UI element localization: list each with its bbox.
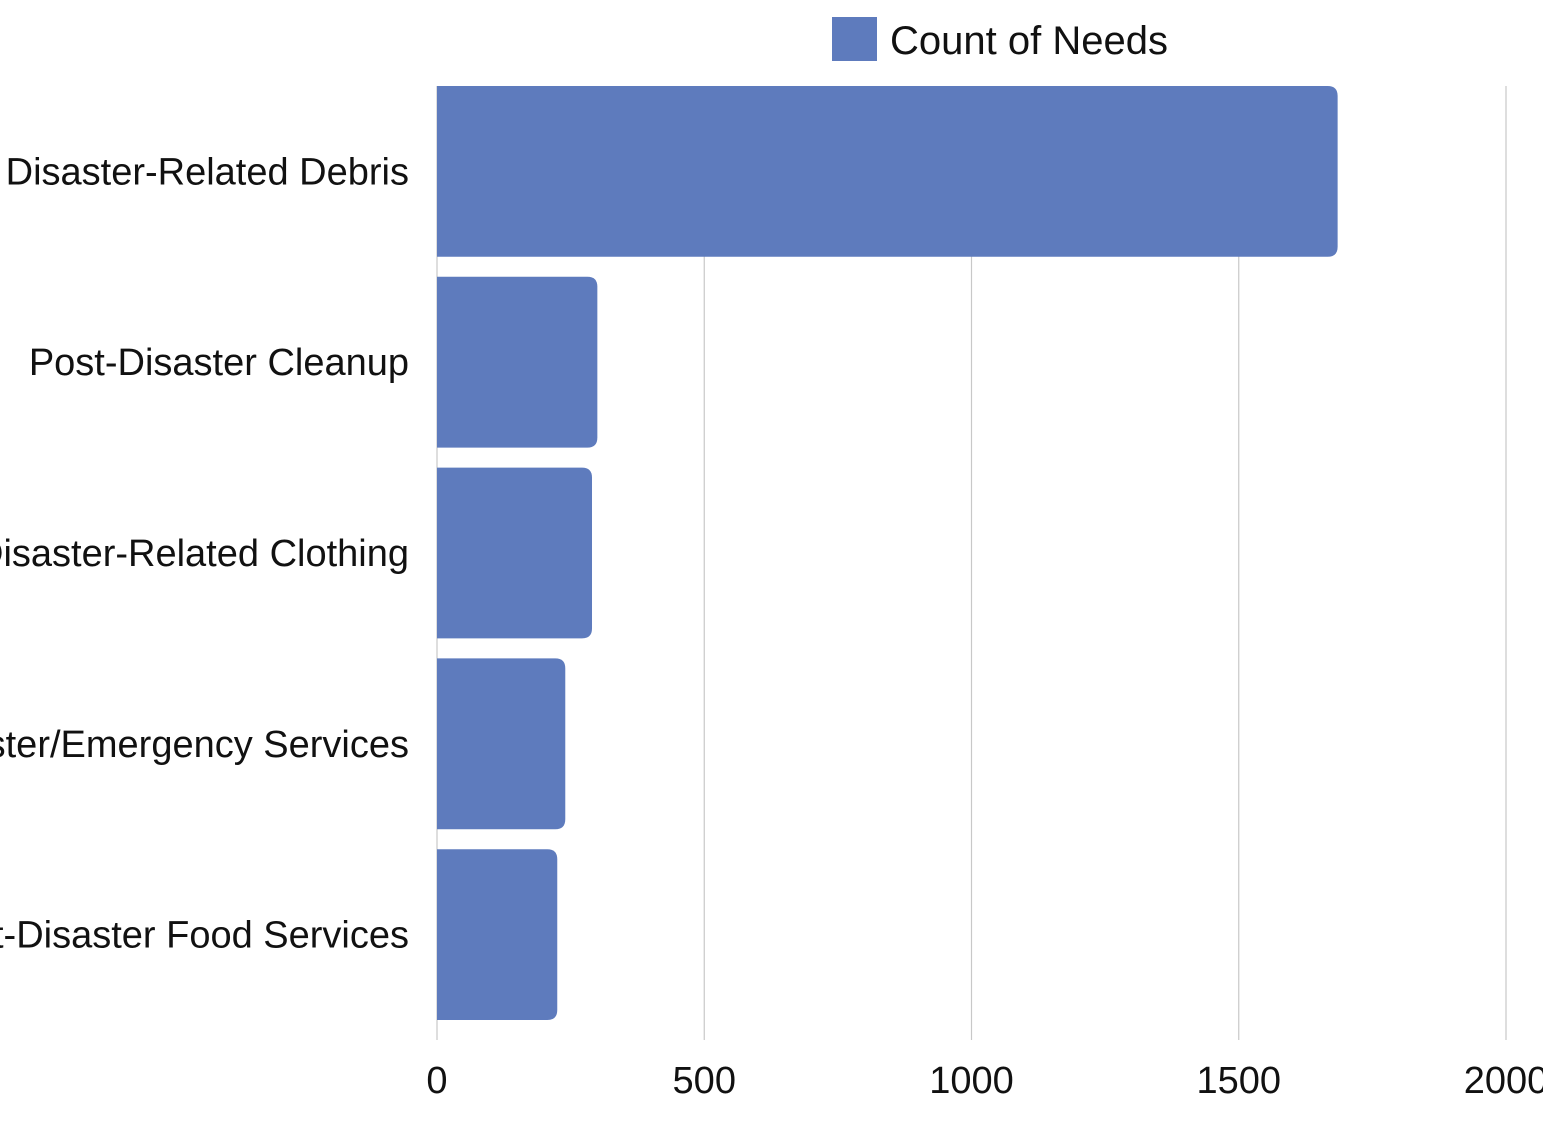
bars	[437, 86, 1338, 1020]
category-label: Disaster/Emergency Services	[0, 724, 409, 766]
x-tick-label: 2000	[1464, 1060, 1543, 1102]
x-tick-label: 0	[426, 1060, 447, 1102]
x-tick-label: 500	[673, 1060, 736, 1102]
category-label: Post-Disaster Food Services	[0, 915, 409, 957]
bar	[437, 658, 566, 830]
bar	[437, 849, 558, 1020]
x-tick-label: 1500	[1196, 1060, 1281, 1102]
bar	[437, 467, 593, 639]
x-tick-label: 1000	[929, 1060, 1014, 1102]
category-label: Disaster-Related Debris	[6, 151, 409, 193]
legend-swatch	[832, 17, 877, 61]
legend: Count of Needs	[832, 17, 1168, 63]
legend-label: Count of Needs	[890, 19, 1168, 63]
bar	[437, 86, 1338, 257]
bar	[437, 276, 598, 448]
x-axis-ticks: 0 500 1000 1500 2000	[426, 1060, 1543, 1102]
category-labels: Disaster-Related Debris Post-Disaster Cle…	[0, 151, 409, 956]
category-label: Disaster-Related Clothing	[0, 533, 409, 575]
category-label: Post-Disaster Cleanup	[29, 342, 409, 384]
